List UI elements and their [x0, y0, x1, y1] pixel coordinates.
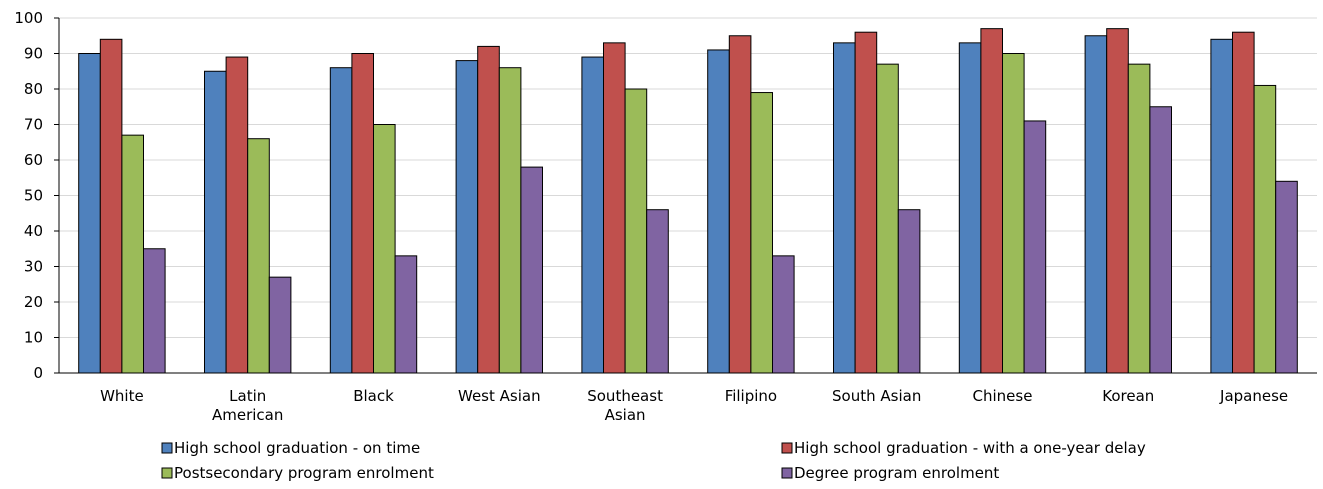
bar	[1023, 120, 1047, 374]
bar	[121, 134, 145, 374]
bar	[204, 70, 227, 374]
legend-swatch	[781, 467, 793, 479]
bar	[225, 56, 249, 374]
bar	[624, 88, 648, 374]
bar	[1127, 63, 1151, 374]
y-tick-label: 90	[24, 45, 43, 63]
bar	[1149, 106, 1173, 374]
x-category-label: Southeast	[587, 387, 663, 405]
x-category-label: Japanese	[1219, 387, 1288, 405]
bar	[99, 38, 123, 374]
y-tick-label: 20	[24, 293, 43, 311]
bar	[854, 31, 878, 374]
y-tick-label: 30	[24, 258, 43, 276]
x-category-label: Asian	[605, 406, 646, 424]
y-tick-label: 70	[24, 116, 43, 134]
bar	[143, 248, 166, 374]
bar	[268, 276, 292, 374]
bar	[772, 255, 795, 374]
y-tick-label: 60	[24, 151, 43, 169]
y-tick-label: 100	[14, 9, 43, 27]
bar	[1106, 28, 1129, 374]
bar	[1232, 31, 1255, 374]
legend-label: Degree program enrolment	[794, 464, 999, 482]
bar	[897, 209, 921, 374]
bar	[78, 53, 101, 374]
bar	[980, 28, 1004, 374]
legend: High school graduation - on time High sch…	[161, 439, 1146, 482]
x-category-label: South Asian	[832, 387, 921, 405]
bars	[78, 28, 1298, 374]
bar	[455, 60, 479, 374]
bar	[958, 42, 982, 374]
legend-swatch	[781, 442, 793, 454]
y-tick-label: 50	[24, 187, 43, 205]
x-category-label: White	[100, 387, 144, 405]
bar	[1002, 53, 1025, 374]
bar	[247, 138, 270, 374]
legend-label: High school graduation - with a one-year…	[794, 439, 1146, 457]
bar	[1210, 38, 1234, 374]
bar	[1084, 35, 1108, 374]
x-category-label: Filipino	[725, 387, 777, 405]
legend-label: Postsecondary program enrolment	[174, 464, 434, 482]
bar	[603, 42, 626, 374]
bar	[750, 92, 774, 374]
bar	[581, 56, 605, 374]
legend-swatch	[161, 467, 173, 479]
y-tick-label: 0	[33, 364, 43, 382]
x-category-label: American	[212, 406, 283, 424]
bar	[728, 35, 752, 374]
bar	[1275, 180, 1298, 374]
x-category-label: Chinese	[973, 387, 1033, 405]
bar	[833, 42, 856, 374]
y-axis-tick-labels: 0 10 20 30 40 50 60 70 80 90 100	[14, 9, 43, 382]
x-category-label: Korean	[1102, 387, 1154, 405]
y-tick-label: 40	[24, 222, 43, 240]
bar	[520, 166, 544, 374]
bar	[707, 49, 730, 374]
bar	[1253, 84, 1277, 374]
legend-swatch	[161, 442, 173, 454]
y-tick-label: 10	[24, 329, 43, 347]
bar	[351, 53, 374, 374]
axes	[54, 17, 1317, 374]
bar	[477, 45, 500, 374]
bar	[646, 209, 669, 374]
bar	[329, 67, 353, 374]
bar	[498, 67, 522, 374]
bar	[373, 124, 396, 374]
x-category-label: Black	[353, 387, 394, 405]
bar	[394, 255, 418, 374]
x-category-label: West Asian	[458, 387, 541, 405]
legend-label: High school graduation - on time	[174, 439, 420, 457]
x-category-label: Latin	[229, 387, 266, 405]
y-tick-label: 80	[24, 80, 43, 98]
bar	[876, 63, 899, 374]
